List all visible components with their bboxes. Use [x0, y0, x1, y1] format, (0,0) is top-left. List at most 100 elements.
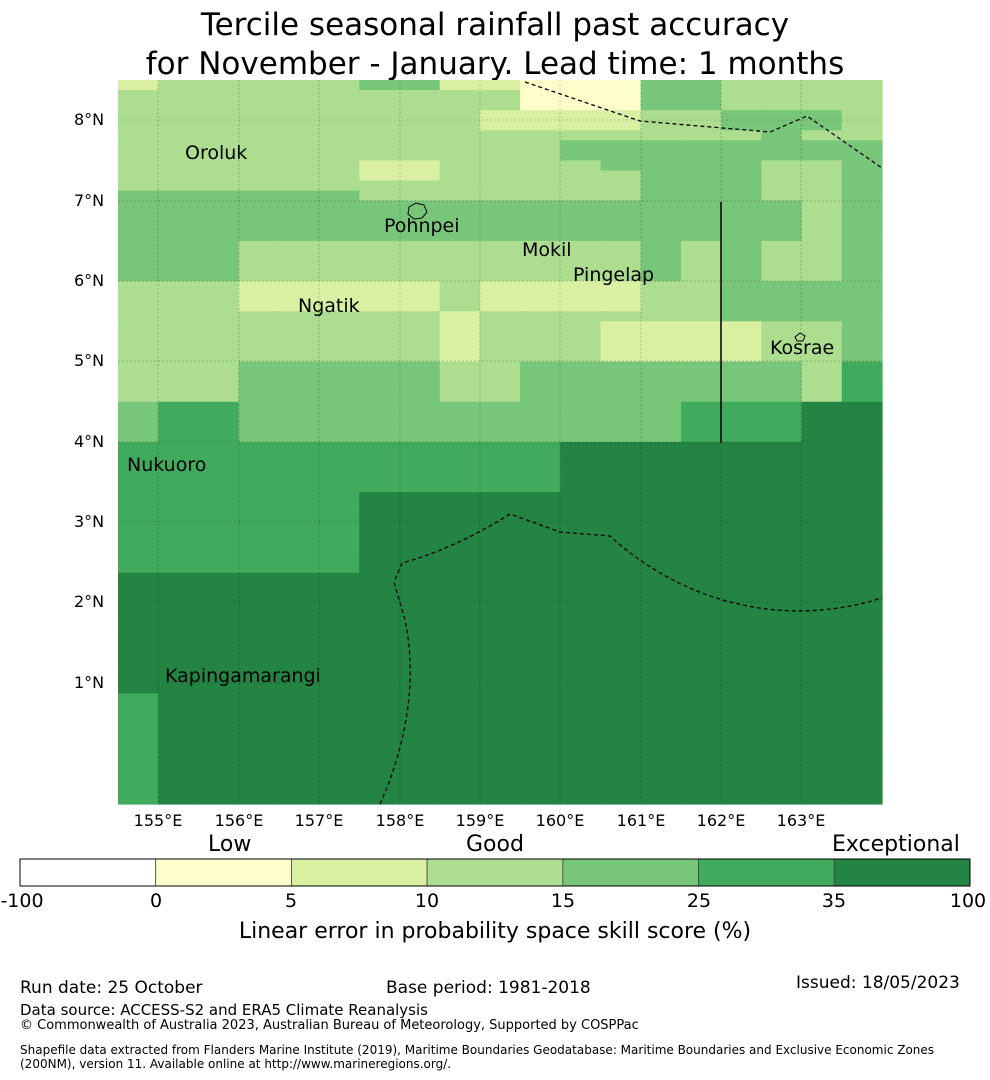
grid-cell [640, 220, 682, 232]
grid-cell [359, 281, 401, 292]
grid-cell [680, 783, 722, 795]
grid-cell [721, 120, 762, 131]
grid-cell [841, 371, 883, 383]
grid-cell [520, 210, 561, 222]
grid-cell [118, 160, 159, 172]
grid-cell [198, 250, 240, 262]
grid-cell [680, 240, 722, 252]
grid-cell [841, 80, 883, 91]
grid-cell [721, 663, 762, 674]
grid-cell [198, 713, 240, 725]
grid-cell [801, 663, 843, 674]
grid-cell [158, 512, 200, 524]
grid-cell [399, 522, 441, 534]
grid-cell [158, 492, 200, 503]
grid-cell [439, 532, 481, 544]
grid-cell [439, 602, 481, 614]
grid-cell [118, 391, 159, 403]
colorbar-label: Linear error in probability space skill … [238, 919, 752, 944]
grid-cell [721, 693, 762, 705]
grid-cell [600, 713, 642, 725]
grid-cell [560, 431, 602, 443]
grid-cell [439, 442, 481, 453]
grid-cell [118, 140, 159, 151]
grid-cell [560, 230, 602, 242]
grid-cell [439, 462, 481, 473]
grid-cell [680, 743, 722, 755]
grid-cell [359, 190, 401, 202]
grid-cell [640, 592, 682, 604]
grid-cell [359, 663, 401, 674]
grid-cell [238, 431, 280, 443]
grid-cell [560, 291, 602, 302]
grid-cell [278, 663, 320, 674]
grid-cell [238, 271, 280, 282]
grid-cell [359, 592, 401, 604]
grid-cell [560, 793, 602, 805]
grid-cell [278, 281, 320, 292]
grid-cell [600, 462, 642, 473]
grid-cell [399, 683, 441, 694]
grid-cell [158, 150, 200, 162]
grid-cell [801, 633, 843, 644]
grid-cell [359, 421, 401, 433]
grid-cell [238, 190, 280, 202]
grid-cell [479, 713, 521, 725]
grid-cell [479, 240, 521, 252]
grid-cell [319, 783, 360, 795]
grid-cell [359, 220, 401, 232]
grid-cell [640, 200, 682, 212]
grid-cell [158, 783, 200, 795]
grid-cell [761, 150, 803, 162]
grid-cell [319, 411, 360, 423]
grid-cell [439, 240, 481, 252]
grid-cell [479, 733, 521, 745]
grid-cell [198, 90, 240, 101]
grid-cell [198, 793, 240, 805]
grid-cell [600, 281, 642, 292]
grid-cell [520, 311, 561, 322]
grid-cell [520, 552, 561, 564]
grid-cell [118, 482, 159, 493]
grid-cell [439, 482, 481, 493]
grid-cell [761, 623, 803, 634]
grid-cell [560, 140, 602, 151]
colorbar-tick: -100 [0, 890, 44, 912]
grid-cell [520, 743, 561, 755]
grid-cell [761, 240, 803, 252]
grid-cell [439, 341, 481, 353]
grid-cell [118, 250, 159, 262]
grid-cell [198, 240, 240, 252]
grid-cell [479, 321, 521, 332]
grid-cell [479, 160, 521, 172]
colorbar-category-good: Good [466, 832, 524, 857]
grid-cell [198, 351, 240, 363]
grid-cell [600, 130, 642, 141]
grid-cell [721, 783, 762, 795]
grid-cell [399, 170, 441, 182]
grid-cell [520, 462, 561, 473]
grid-cell [761, 230, 803, 242]
grid-cell [278, 562, 320, 574]
grid-cell [118, 361, 159, 373]
colorbar-segment [698, 858, 835, 887]
grid-cell [721, 250, 762, 262]
grid-cell [319, 723, 360, 735]
grid-cell [319, 482, 360, 493]
grid-cell [319, 381, 360, 393]
base-period: Base period: 1981-2018 [386, 978, 591, 998]
colorbar-tick: 5 [284, 890, 298, 912]
grid-cell [359, 341, 401, 353]
grid-cell [359, 361, 401, 373]
eez-boundary-north [524, 81, 883, 169]
grid-cell [801, 653, 843, 664]
grid-cell [439, 653, 481, 664]
grid-cell [399, 361, 441, 373]
grid-cell [680, 361, 722, 373]
grid-cell [158, 381, 200, 393]
grid-cell [399, 482, 441, 493]
grid-cell [439, 612, 481, 624]
grid-cell [439, 512, 481, 524]
grid-cell [640, 190, 682, 202]
